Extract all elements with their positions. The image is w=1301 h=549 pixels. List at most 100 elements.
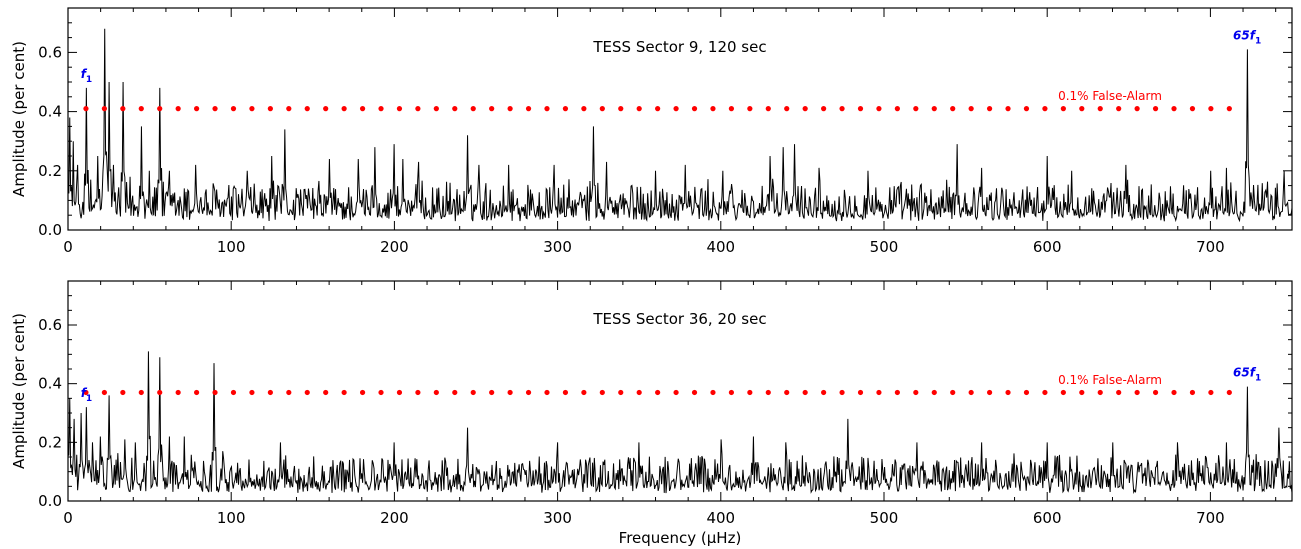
x-tick-label: 0 bbox=[63, 238, 73, 256]
threshold-dot bbox=[710, 106, 716, 112]
threshold-dot bbox=[1042, 106, 1048, 112]
threshold-dot bbox=[599, 389, 605, 396]
threshold-dot bbox=[1097, 389, 1103, 396]
annotation-main: f bbox=[81, 67, 88, 81]
threshold-dot bbox=[857, 106, 864, 112]
threshold-dot bbox=[1042, 389, 1048, 396]
threshold-dot bbox=[138, 106, 144, 112]
false-alarm-threshold bbox=[83, 389, 1232, 396]
threshold-dot bbox=[286, 106, 292, 112]
threshold-dot bbox=[728, 389, 735, 396]
threshold-dot bbox=[747, 106, 753, 112]
threshold-dot bbox=[544, 389, 550, 396]
peak-annotation: 65f1 bbox=[1233, 28, 1261, 46]
threshold-dot bbox=[267, 389, 273, 396]
plot-frame bbox=[67, 280, 1293, 502]
annotation-main: 65f bbox=[1233, 28, 1257, 42]
threshold-dot bbox=[1152, 389, 1159, 396]
threshold-dot bbox=[1152, 106, 1159, 112]
threshold-dot bbox=[286, 389, 292, 396]
threshold-dot bbox=[784, 389, 790, 396]
threshold-dot bbox=[562, 106, 569, 112]
false-alarm-label: 0.1% False-Alarm bbox=[1058, 89, 1162, 103]
threshold-dot bbox=[415, 106, 421, 112]
threshold-dot bbox=[1079, 389, 1085, 396]
threshold-dot bbox=[378, 106, 384, 112]
annotation-subscript: 1 bbox=[86, 394, 92, 404]
threshold-dot bbox=[618, 106, 624, 112]
threshold-dot bbox=[1208, 389, 1214, 396]
threshold-dot bbox=[433, 389, 439, 396]
threshold-dot bbox=[83, 389, 89, 396]
panel-title: TESS Sector 36, 20 sec bbox=[592, 310, 766, 328]
threshold-dot bbox=[710, 389, 716, 396]
threshold-dot bbox=[415, 389, 421, 396]
threshold-dot bbox=[507, 106, 513, 112]
threshold-dot bbox=[101, 389, 107, 396]
threshold-dot bbox=[249, 106, 255, 112]
threshold-dot bbox=[1134, 106, 1140, 112]
x-tick-label: 200 bbox=[380, 238, 409, 256]
threshold-dot bbox=[1208, 106, 1214, 112]
threshold-dot bbox=[249, 389, 255, 396]
axis-ticks: 0 100 200 300 400 500 600 700 0.0 0.2 0.4 0.6 bbox=[38, 8, 1292, 256]
threshold-dot bbox=[894, 106, 900, 112]
threshold-dot bbox=[802, 389, 808, 396]
x-tick-label: 100 bbox=[217, 238, 246, 256]
y-tick-label: 0.2 bbox=[38, 162, 62, 180]
threshold-dot bbox=[821, 106, 827, 112]
y-tick-label: 0.4 bbox=[38, 375, 62, 393]
threshold-dot bbox=[304, 389, 310, 396]
threshold-dot bbox=[655, 389, 661, 396]
threshold-dot bbox=[1116, 106, 1122, 112]
threshold-dot bbox=[1226, 389, 1232, 396]
y-tick-label: 0.6 bbox=[38, 43, 62, 61]
threshold-dot bbox=[968, 389, 974, 396]
axis-ticks: 0 100 200 300 400 500 600 700 0.0 0.2 0.4 0.6 bbox=[38, 281, 1292, 527]
threshold-dot bbox=[636, 389, 642, 396]
threshold-dot bbox=[194, 106, 200, 112]
x-axis-label: Frequency (μHz) bbox=[619, 529, 742, 547]
threshold-dot bbox=[489, 389, 495, 396]
threshold-dot bbox=[673, 389, 679, 396]
threshold-dot bbox=[120, 389, 126, 396]
threshold-dot bbox=[378, 389, 384, 396]
threshold-dot bbox=[581, 389, 587, 396]
annotation-main: f bbox=[81, 386, 88, 400]
threshold-dot bbox=[323, 389, 329, 396]
threshold-dot bbox=[489, 106, 495, 112]
threshold-dot bbox=[839, 389, 845, 396]
panel-sector-36: 0 100 200 300 400 500 600 700 0.0 0.2 0.4 0.6 TESS … bbox=[10, 280, 1293, 547]
threshold-dot bbox=[599, 106, 605, 112]
x-tick-label: 500 bbox=[870, 509, 899, 527]
threshold-dot bbox=[1079, 106, 1085, 112]
threshold-dot bbox=[341, 389, 347, 396]
spectrum-series bbox=[67, 351, 1293, 495]
threshold-dot bbox=[1060, 106, 1066, 112]
x-tick-label: 700 bbox=[1196, 238, 1225, 256]
threshold-dot bbox=[562, 389, 569, 396]
threshold-dot bbox=[784, 106, 790, 112]
threshold-dot bbox=[470, 106, 476, 112]
y-tick-label: 0.4 bbox=[38, 103, 62, 121]
annotation-main: 65f bbox=[1233, 366, 1257, 380]
annotation-subscript: 1 bbox=[1255, 374, 1261, 384]
threshold-dot bbox=[157, 389, 163, 396]
x-tick-label: 300 bbox=[543, 238, 572, 256]
spectrum-line bbox=[67, 28, 1293, 223]
threshold-dot bbox=[1005, 106, 1011, 112]
threshold-dot bbox=[986, 106, 993, 112]
threshold-dot bbox=[341, 106, 347, 112]
y-axis-label: Amplitude (per cent) bbox=[10, 41, 28, 197]
x-tick-label: 400 bbox=[706, 509, 735, 527]
threshold-dot bbox=[913, 106, 919, 112]
threshold-dot bbox=[359, 389, 366, 396]
peak-annotation: 65f1 bbox=[1233, 366, 1261, 384]
threshold-dot bbox=[950, 389, 956, 396]
panel-sector-9: 0 100 200 300 400 500 600 700 0.0 0.2 0.4 0.6 TESS … bbox=[10, 7, 1293, 256]
threshold-dot bbox=[175, 389, 181, 396]
threshold-dot bbox=[1171, 389, 1177, 396]
threshold-dot bbox=[175, 106, 181, 112]
threshold-dot bbox=[1116, 389, 1122, 396]
